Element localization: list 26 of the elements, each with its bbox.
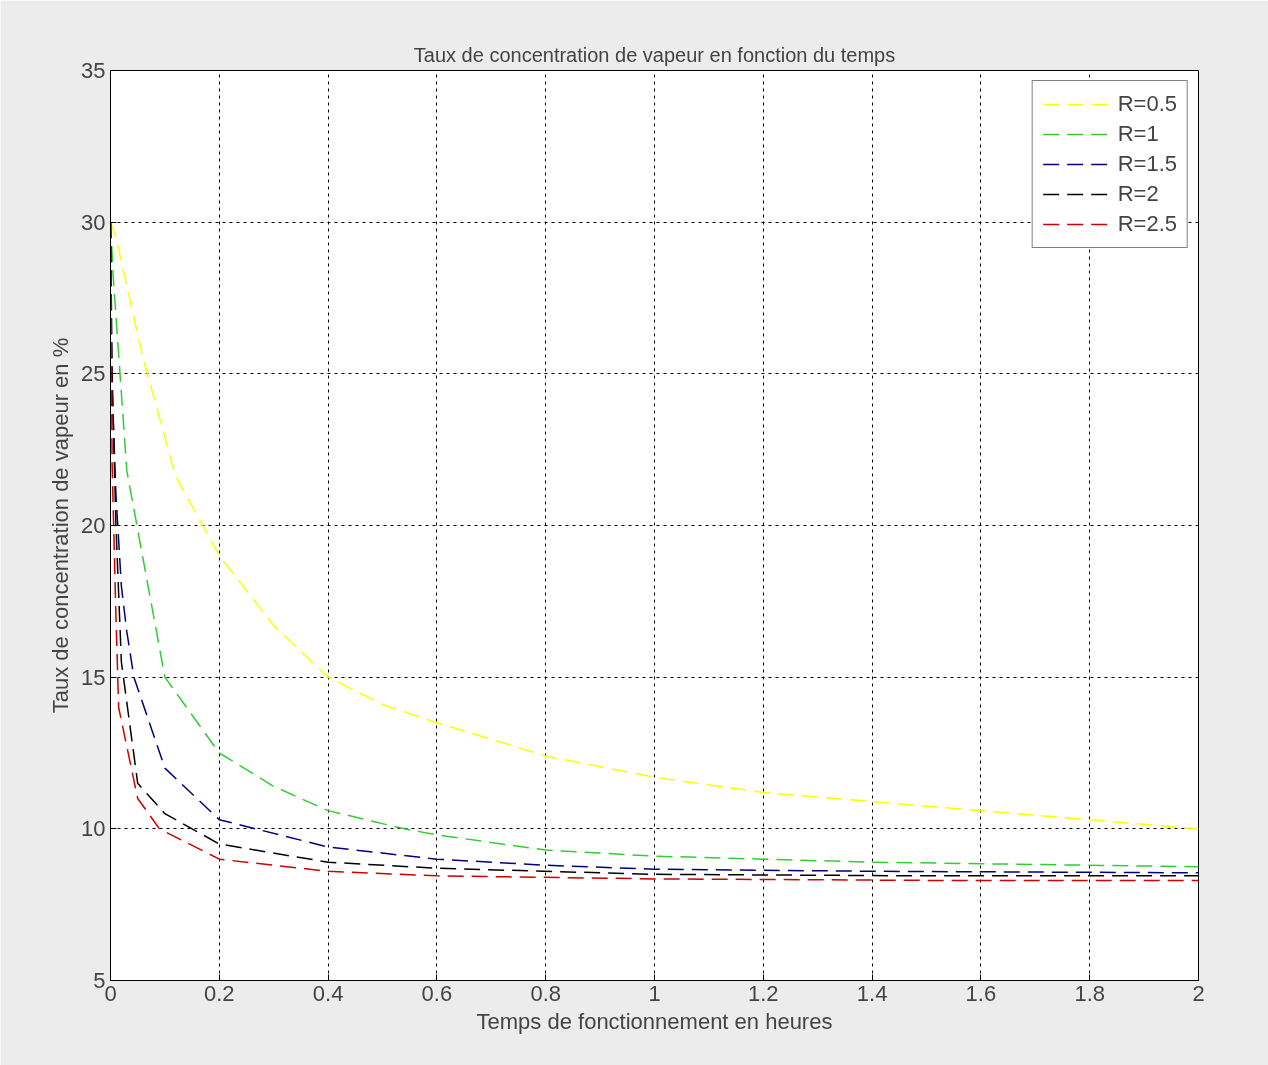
x-tick-label: 0.4 (312, 980, 344, 1006)
y-tick-label: 5 (93, 968, 106, 993)
y-tick-label: 25 (81, 361, 106, 387)
x-tick-label: 2 (1192, 980, 1205, 1006)
y-tick-label: 30 (81, 209, 106, 235)
y-tick-label: 10 (81, 816, 106, 842)
y-axis-title: Taux de concentration de vapeur en % (48, 337, 74, 714)
x-tick-label: 1.2 (748, 980, 779, 1006)
y-tick-label: 35 (81, 58, 106, 83)
x-tick-label: 0.6 (421, 980, 453, 1006)
chart-title: Taux de concentration de vapeur en fonction du temps (413, 43, 896, 66)
legend-label: R=1.5 (1117, 151, 1177, 177)
legend-label: R=2 (1117, 181, 1159, 207)
x-tick-label: 0.2 (204, 980, 235, 1006)
x-tick-label: 1.8 (1074, 980, 1105, 1006)
y-tick-label: 15 (81, 664, 106, 690)
legend-label: R=1 (1117, 121, 1159, 147)
y-tick-label: 20 (81, 513, 106, 538)
x-tick-label: 0 (104, 980, 117, 1006)
x-tick-label: 1.4 (856, 980, 888, 1006)
x-axis-title: Temps de fonctionnement en heures (476, 1008, 833, 1034)
legend-label: R=0.5 (1117, 91, 1177, 117)
x-tick-label: 1.6 (965, 980, 997, 1006)
x-tick-label: 1 (648, 980, 661, 1006)
x-tick-label: 0.8 (530, 980, 561, 1006)
legend-label: R=2.5 (1117, 211, 1177, 237)
